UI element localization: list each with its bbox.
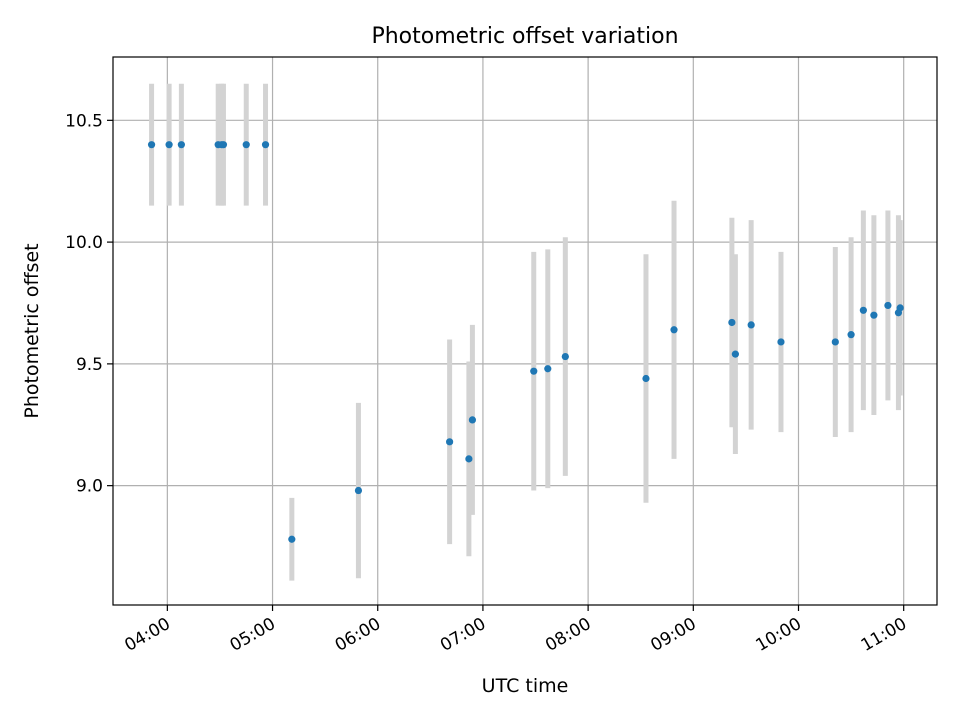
data-point [354,486,363,495]
data-point [177,141,185,149]
data-point [530,367,538,375]
data-point [884,301,892,310]
x-tick-label: 10:00 [753,614,805,656]
x-tick-label: 06:00 [332,614,384,656]
errorbar-layer [149,83,903,581]
y-axis-label: Photometric offset [21,243,43,418]
data-point [870,311,878,319]
x-tick-label: 09:00 [647,614,699,656]
data-point [261,141,270,149]
data-point [731,350,739,358]
plot-area-frame [112,56,938,606]
data-point [147,141,156,149]
data-point [847,331,855,339]
x-tick-label: 07:00 [437,614,489,656]
y-tick-label: 10.5 [65,111,103,131]
x-tick-label: 05:00 [227,614,279,656]
data-point [165,141,173,149]
data-point [242,141,250,149]
data-point [728,318,736,327]
data-point [896,304,904,312]
y-tick-label: 9.5 [76,355,103,375]
data-point [777,338,785,346]
data-point [468,416,477,424]
x-axis-label: UTC time [482,675,569,697]
data-point [642,374,650,383]
grid-layer [113,57,937,605]
data-point [465,455,473,463]
point-layer [147,141,904,543]
y-tick-label: 10.0 [65,233,103,253]
data-point [544,365,552,373]
x-tick-label: 04:00 [121,614,173,656]
x-tick-label: 08:00 [542,614,594,656]
data-point [670,326,678,334]
data-point [561,352,569,361]
y-tick-label: 9.0 [76,477,103,497]
x-tick-label: 11:00 [858,614,910,656]
data-point [859,306,867,314]
data-point [446,438,454,446]
data-point [831,338,839,346]
data-point [219,141,228,149]
data-point [288,535,296,543]
chart-title: Photometric offset variation [371,24,678,49]
data-point [747,321,755,329]
